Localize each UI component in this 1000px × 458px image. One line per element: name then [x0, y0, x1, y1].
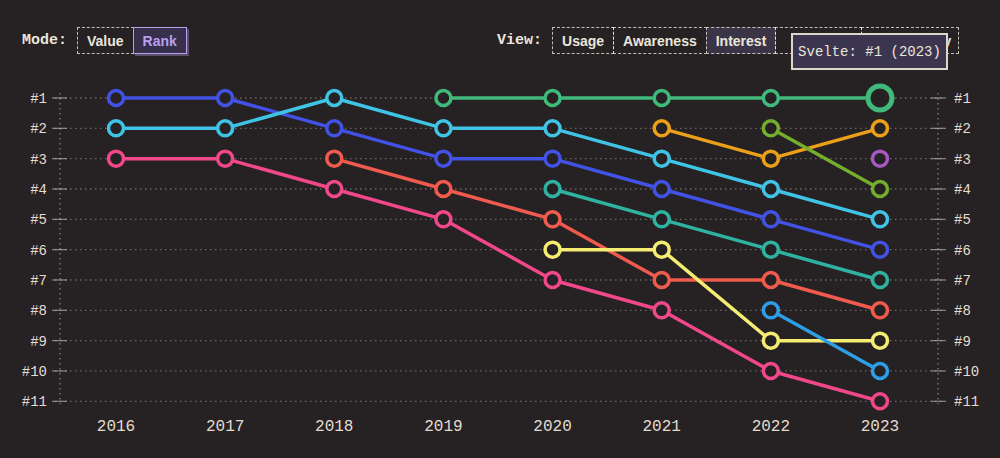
marker-Svelte-2022[interactable]: [763, 91, 778, 106]
marker-blue-2021[interactable]: [654, 181, 669, 196]
marker-sky-blue-2022[interactable]: [763, 303, 778, 318]
view-option-interest[interactable]: Interest: [706, 27, 777, 54]
y-axis-label-left: #5: [30, 212, 47, 228]
marker-blue-2016[interactable]: [109, 91, 124, 106]
marker-cyan-2017[interactable]: [218, 121, 233, 136]
marker-olive-green-2023[interactable]: [872, 181, 887, 196]
y-axis-label-right: #4: [954, 182, 971, 198]
marker-yellow-2021[interactable]: [654, 242, 669, 257]
marker-cyan-2023[interactable]: [872, 212, 887, 227]
view-option-awareness[interactable]: Awareness: [613, 27, 707, 54]
marker-orange-2022[interactable]: [763, 151, 778, 166]
marker-cyan-2021[interactable]: [654, 151, 669, 166]
view-label: View:: [497, 32, 542, 49]
marker-purple-2023[interactable]: [872, 151, 887, 166]
marker-yellow-2020[interactable]: [545, 242, 560, 257]
marker-salmon-2020[interactable]: [545, 212, 560, 227]
marker-magenta-2020[interactable]: [545, 272, 560, 287]
marker-cyan-2018[interactable]: [327, 91, 342, 106]
marker-magenta-2018[interactable]: [327, 181, 342, 196]
marker-teal-2023[interactable]: [872, 272, 887, 287]
y-axis-label-right: #8: [954, 303, 971, 319]
marker-cyan-2019[interactable]: [436, 121, 451, 136]
x-axis-label: 2022: [752, 418, 790, 436]
rank-chart-page: #1 #1 #2 #2 #3 #3 #4 #4 #5 #5 #6 #6 #7 #7 #8 #8 #9 #9 #10 #…: [0, 0, 1000, 458]
marker-salmon-2021[interactable]: [654, 272, 669, 287]
y-axis-label-left: #1: [30, 91, 47, 107]
mode-toggle: Mode: ValueRank: [22, 27, 187, 54]
y-axis-label-right: #3: [954, 152, 971, 168]
y-axis-label-left: #8: [30, 303, 47, 319]
y-axis-label-right: #10: [954, 364, 979, 380]
y-axis-label-left: #11: [22, 394, 47, 410]
marker-sky-blue-2023[interactable]: [872, 363, 887, 378]
marker-salmon-2019[interactable]: [436, 181, 451, 196]
marker-teal-2021[interactable]: [654, 212, 669, 227]
marker-teal-2020[interactable]: [545, 181, 560, 196]
y-axis-label-right: #1: [954, 91, 971, 107]
series-line-blue: [116, 98, 880, 250]
y-axis-label-left: #10: [22, 364, 47, 380]
x-axis-label: 2017: [206, 418, 244, 436]
marker-cyan-2022[interactable]: [763, 181, 778, 196]
x-axis-label: 2016: [97, 418, 135, 436]
mode-option-rank[interactable]: Rank: [133, 27, 187, 54]
y-axis-label-right: #2: [954, 121, 971, 137]
marker-salmon-2022[interactable]: [763, 272, 778, 287]
marker-teal-2022[interactable]: [763, 242, 778, 257]
y-axis-label-left: #9: [30, 334, 47, 350]
marker-Svelte-2021[interactable]: [654, 91, 669, 106]
tooltip: Svelte: #1 (2023): [791, 33, 948, 70]
marker-blue-2018[interactable]: [327, 121, 342, 136]
marker-blue-2017[interactable]: [218, 91, 233, 106]
y-axis-label-left: #2: [30, 121, 47, 137]
series-line-salmon: [334, 159, 880, 311]
marker-yellow-2022[interactable]: [763, 333, 778, 348]
marker-magenta-2017[interactable]: [218, 151, 233, 166]
mode-buttons: ValueRank: [77, 27, 187, 54]
y-axis-label-right: #6: [954, 243, 971, 259]
marker-yellow-2023[interactable]: [872, 333, 887, 348]
tooltip-text: Svelte: #1 (2023): [798, 44, 941, 60]
marker-magenta-2021[interactable]: [654, 303, 669, 318]
y-axis-label-right: #5: [954, 212, 971, 228]
y-axis-label-right: #11: [954, 394, 979, 410]
marker-blue-2022[interactable]: [763, 212, 778, 227]
x-axis-label: 2023: [861, 418, 899, 436]
x-axis-label: 2020: [533, 418, 571, 436]
marker-salmon-2018[interactable]: [327, 151, 342, 166]
marker-magenta-2023[interactable]: [872, 394, 887, 409]
mode-option-value[interactable]: Value: [77, 27, 134, 54]
marker-magenta-2022[interactable]: [763, 363, 778, 378]
marker-cyan-2016[interactable]: [109, 121, 124, 136]
y-axis-label-right: #7: [954, 273, 971, 289]
marker-magenta-2016[interactable]: [109, 151, 124, 166]
y-axis-label-left: #6: [30, 243, 47, 259]
x-axis-label: 2021: [642, 418, 680, 436]
marker-Svelte-2020[interactable]: [545, 91, 560, 106]
marker-blue-2020[interactable]: [545, 151, 560, 166]
mode-label: Mode:: [22, 32, 67, 49]
y-axis-label-right: #9: [954, 334, 971, 350]
marker-blue-2023[interactable]: [872, 242, 887, 257]
x-axis-label: 2018: [315, 418, 353, 436]
x-axis-label: 2019: [424, 418, 462, 436]
series-line-olive-green: [771, 128, 880, 189]
marker-blue-2019[interactable]: [436, 151, 451, 166]
marker-salmon-2023[interactable]: [872, 303, 887, 318]
y-axis-label-left: #3: [30, 152, 47, 168]
marker-orange-2023[interactable]: [872, 121, 887, 136]
marker-orange-2021[interactable]: [654, 121, 669, 136]
marker-Svelte-2023[interactable]: [868, 86, 892, 110]
marker-Svelte-2019[interactable]: [436, 91, 451, 106]
y-axis-label-left: #7: [30, 273, 47, 289]
marker-olive-green-2022[interactable]: [763, 121, 778, 136]
view-option-usage[interactable]: Usage: [552, 27, 614, 54]
y-axis-label-left: #4: [30, 182, 47, 198]
marker-cyan-2020[interactable]: [545, 121, 560, 136]
marker-magenta-2019[interactable]: [436, 212, 451, 227]
